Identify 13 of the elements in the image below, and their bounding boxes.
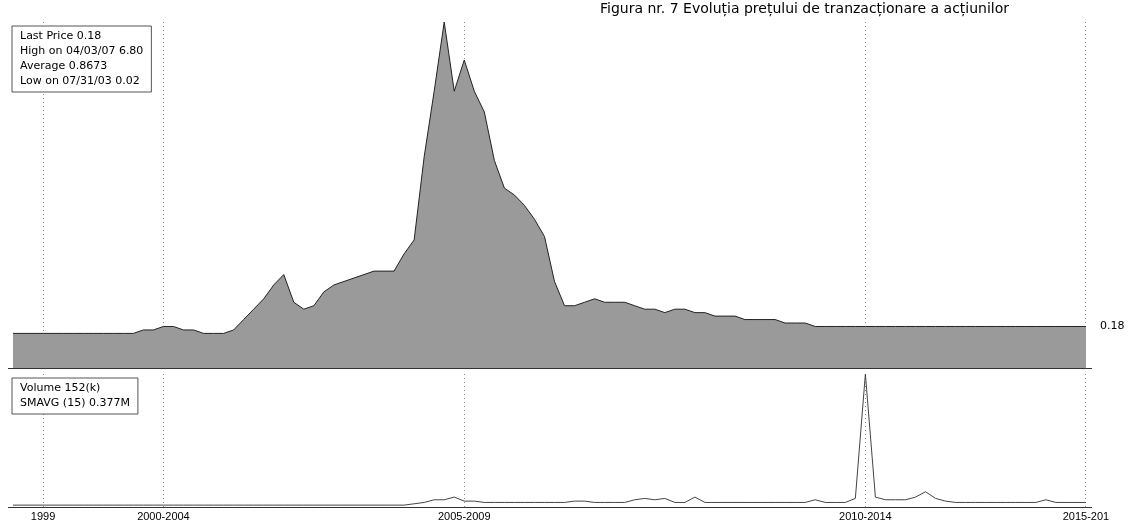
annotation: Volume 152(k) <box>20 380 101 394</box>
annotation: SMAVG (15) 0.377M <box>20 395 130 409</box>
annotation: Average 0.8673 <box>20 58 108 72</box>
x-tick-label: 2000-2004 <box>137 510 190 523</box>
annotation: 0.18 <box>1099 319 1125 333</box>
x-tick-label: 2005-2009 <box>437 510 491 523</box>
annotation: Low on 07/31/03 0.02 <box>20 73 140 87</box>
x-tick-label: 2015-201 <box>1062 510 1110 523</box>
annotation: Last Price 0.18 <box>20 28 102 42</box>
x-tick-label: 2010-2014 <box>839 510 892 523</box>
annotation: High on 04/03/07 6.80 <box>20 43 144 57</box>
chart-title: Figura nr. 7 Evoluția prețului de tranzacționare a acțiunilor <box>600 0 1010 18</box>
x-tick-label: 1999 <box>30 510 56 523</box>
